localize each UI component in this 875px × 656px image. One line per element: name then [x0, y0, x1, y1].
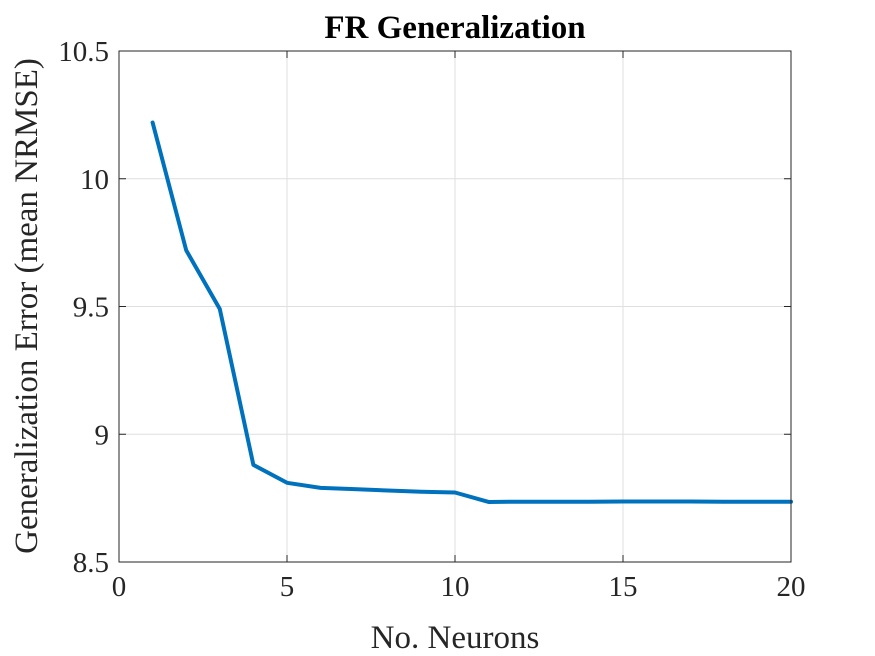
- y-tick-label: 9: [95, 419, 110, 451]
- y-tick-label: 8.5: [73, 547, 109, 579]
- series-line: [150, 120, 793, 504]
- x-axis-label: No. Neurons: [371, 620, 540, 656]
- x-tick-label: 5: [280, 571, 295, 603]
- y-axis-label: Generalization Error (mean NRMSE): [9, 58, 45, 554]
- series-layer: [150, 120, 793, 504]
- y-tick-label: 10.5: [58, 36, 109, 68]
- grid-lines: [119, 51, 791, 562]
- y-tick-label: 10: [80, 164, 109, 196]
- y-tick-label: 9.5: [73, 292, 109, 324]
- y-axis-ticks: 8.5 9 9.5 10 10.5: [58, 36, 791, 579]
- x-tick-label: 20: [777, 571, 806, 603]
- x-tick-label: 0: [112, 571, 127, 603]
- x-tick-label: 10: [441, 571, 470, 603]
- x-axis-ticks: 0 5 10 15 20: [112, 51, 806, 603]
- chart-title: FR Generalization: [324, 10, 585, 46]
- x-tick-label: 15: [609, 571, 638, 603]
